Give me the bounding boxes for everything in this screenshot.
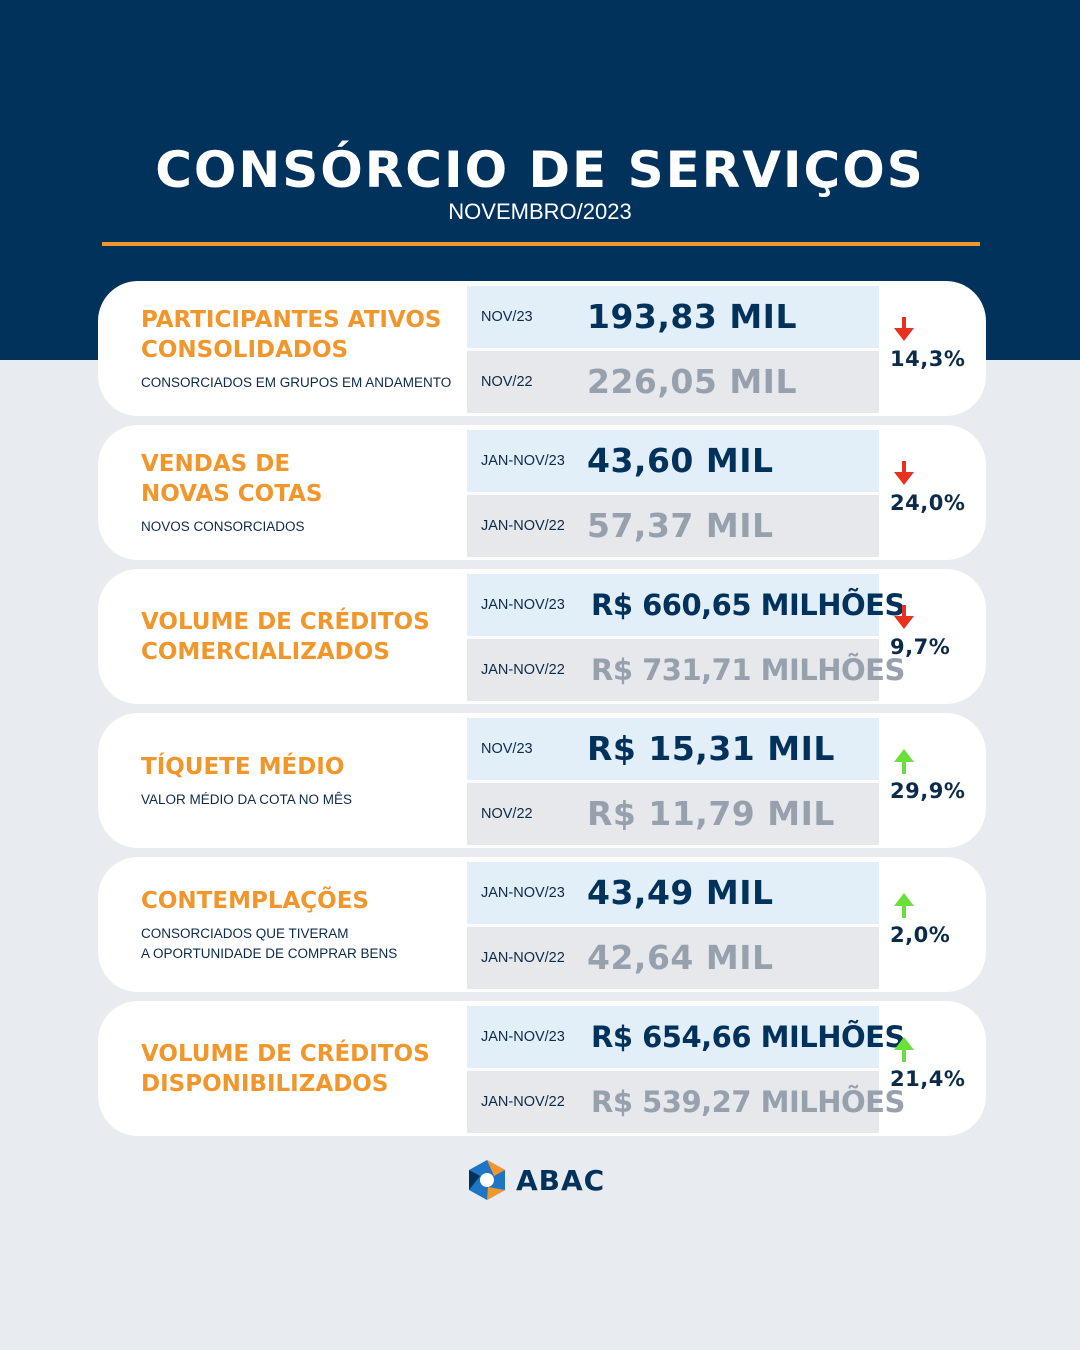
stat-card-contemplacoes: CONTEMPLAÇÕES CONSORCIADOS QUE TIVERAM A…: [98, 857, 986, 992]
stat-name: VOLUME DE CRÉDITOS DISPONIBILIZADOS: [141, 1001, 471, 1136]
change-percent: 29,9%: [890, 779, 966, 803]
stat-name: VOLUME DE CRÉDITOS COMERCIALIZADOS: [141, 569, 471, 704]
arrow-down-icon: [894, 605, 914, 629]
previous-value: 226,05 MIL: [587, 362, 797, 401]
header-divider: [102, 242, 980, 246]
current-period-row: NOV/23 R$ 15,31 MIL: [467, 718, 879, 780]
current-period-row: JAN-NOV/23 43,60 MIL: [467, 430, 879, 492]
stat-card-creditos-disponibilizados: VOLUME DE CRÉDITOS DISPONIBILIZADOS JAN-…: [98, 1001, 986, 1136]
stat-name: VENDAS DE NOVAS COTAS NOVOS CONSORCIADOS: [141, 425, 471, 560]
current-value: 43,49 MIL: [587, 873, 774, 912]
change-indicator: 21,4%: [890, 1037, 980, 1091]
change-indicator: 24,0%: [890, 461, 980, 515]
previous-period-label: NOV/22: [481, 806, 533, 822]
page-subtitle: NOVEMBRO/2023: [448, 199, 632, 224]
stat-label: VENDAS DE NOVAS COTAS: [141, 450, 323, 507]
stat-label: TÍQUETE MÉDIO: [141, 753, 345, 780]
previous-period-label: JAN-NOV/22: [481, 1094, 565, 1110]
change-percent: 24,0%: [890, 491, 966, 515]
previous-period-row: NOV/22 R$ 11,79 MIL: [467, 783, 879, 845]
abac-logo: ABAC: [466, 1158, 626, 1204]
previous-period-label: JAN-NOV/22: [481, 950, 565, 966]
change-indicator: 2,0%: [890, 893, 980, 947]
current-period-label: NOV/23: [481, 741, 533, 757]
current-period-label: NOV/23: [481, 309, 533, 325]
stat-label: PARTICIPANTES ATIVOS CONSOLIDADOS: [141, 306, 442, 363]
previous-period-row: JAN-NOV/22 57,37 MIL: [467, 495, 879, 557]
stat-card-tiquete-medio: TÍQUETE MÉDIO VALOR MÉDIO DA COTA NO MÊS…: [98, 713, 986, 848]
current-period-label: JAN-NOV/23: [481, 885, 565, 901]
previous-value: R$ 11,79 MIL: [587, 794, 835, 833]
arrow-down-icon: [894, 317, 914, 341]
previous-period-row: JAN-NOV/22 R$ 731,71 MILHÕES: [467, 639, 905, 701]
change-indicator: 29,9%: [890, 749, 980, 803]
stat-description: CONSORCIADOS QUE TIVERAM A OPORTUNIDADE …: [141, 925, 398, 961]
current-period-row: JAN-NOV/23 R$ 660,65 MILHÕES: [467, 574, 905, 636]
change-indicator: 14,3%: [890, 317, 980, 371]
current-value: R$ 660,65 MILHÕES: [591, 588, 905, 622]
stat-name: PARTICIPANTES ATIVOS CONSOLIDADOS CONSOR…: [141, 281, 471, 416]
previous-value: R$ 539,27 MILHÕES: [591, 1085, 905, 1119]
previous-value: R$ 731,71 MILHÕES: [591, 653, 905, 687]
previous-period-label: NOV/22: [481, 374, 533, 390]
current-value: R$ 654,66 MILHÕES: [591, 1020, 905, 1054]
previous-period-row: JAN-NOV/22 R$ 539,27 MILHÕES: [467, 1071, 905, 1133]
current-value: 43,60 MIL: [587, 441, 774, 480]
abac-logo-icon: [469, 1160, 505, 1200]
stat-description: CONSORCIADOS EM GRUPOS EM ANDAMENTO: [141, 374, 452, 390]
stat-name: CONTEMPLAÇÕES CONSORCIADOS QUE TIVERAM A…: [141, 857, 471, 992]
current-value: 193,83 MIL: [587, 297, 797, 336]
stat-card-vendas: VENDAS DE NOVAS COTAS NOVOS CONSORCIADOS…: [98, 425, 986, 560]
current-period-label: JAN-NOV/23: [481, 597, 565, 613]
previous-value: 42,64 MIL: [587, 938, 774, 977]
stat-card-creditos-comercializados: VOLUME DE CRÉDITOS COMERCIALIZADOS JAN-N…: [98, 569, 986, 704]
change-percent: 2,0%: [890, 923, 951, 947]
arrow-down-icon: [894, 461, 914, 485]
previous-value: 57,37 MIL: [587, 506, 774, 545]
stat-description: VALOR MÉDIO DA COTA NO MÊS: [141, 791, 353, 807]
arrow-up-icon: [894, 749, 914, 774]
current-period-row: NOV/23 193,83 MIL: [467, 286, 879, 348]
current-value: R$ 15,31 MIL: [587, 729, 835, 768]
stat-label: VOLUME DE CRÉDITOS DISPONIBILIZADOS: [141, 1040, 430, 1097]
change-percent: 9,7%: [890, 635, 951, 659]
previous-period-label: JAN-NOV/22: [481, 662, 565, 678]
stat-card-participantes: PARTICIPANTES ATIVOS CONSOLIDADOS CONSOR…: [98, 281, 986, 416]
current-period-label: JAN-NOV/23: [481, 1029, 565, 1045]
logo-text: ABAC: [516, 1164, 606, 1197]
change-percent: 21,4%: [890, 1067, 966, 1091]
current-period-row: JAN-NOV/23 43,49 MIL: [467, 862, 879, 924]
previous-period-row: JAN-NOV/22 42,64 MIL: [467, 927, 879, 989]
change-indicator: 9,7%: [890, 605, 980, 659]
stat-name: TÍQUETE MÉDIO VALOR MÉDIO DA COTA NO MÊS: [141, 713, 471, 848]
current-period-row: JAN-NOV/23 R$ 654,66 MILHÕES: [467, 1006, 905, 1068]
page-title: CONSÓRCIO DE SERVIÇOS: [155, 141, 925, 199]
stat-description: NOVOS CONSORCIADOS: [141, 518, 305, 534]
previous-period-label: JAN-NOV/22: [481, 518, 565, 534]
previous-period-row: NOV/22 226,05 MIL: [467, 351, 879, 413]
change-percent: 14,3%: [890, 347, 966, 371]
current-period-label: JAN-NOV/23: [481, 453, 565, 469]
stat-label: CONTEMPLAÇÕES: [141, 887, 369, 914]
arrow-up-icon: [894, 1037, 914, 1062]
arrow-up-icon: [894, 893, 914, 918]
stat-label: VOLUME DE CRÉDITOS COMERCIALIZADOS: [141, 608, 430, 665]
